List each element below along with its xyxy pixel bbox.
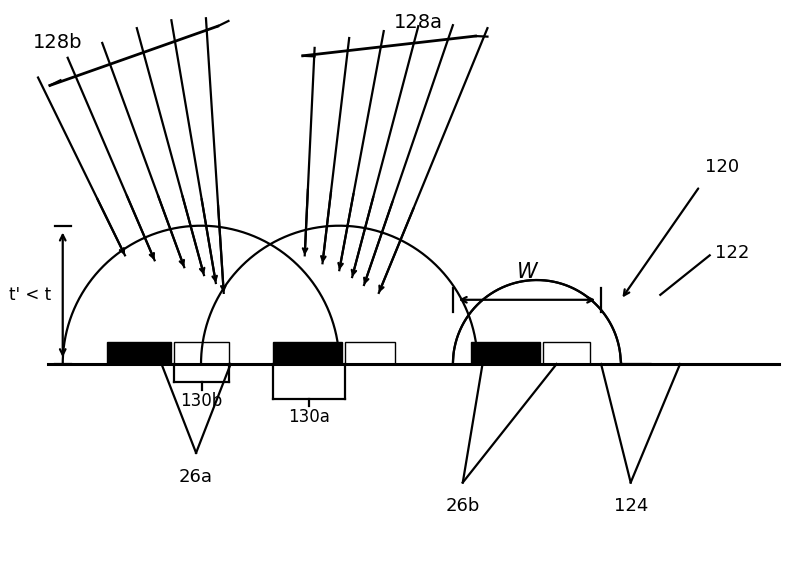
Bar: [542, 342, 590, 364]
Text: 26b: 26b: [446, 497, 480, 515]
Bar: [107, 342, 171, 364]
Text: 122: 122: [714, 244, 749, 262]
Bar: [470, 342, 540, 364]
Text: 124: 124: [614, 497, 648, 515]
Text: 130a: 130a: [288, 408, 330, 427]
Text: 128b: 128b: [33, 33, 82, 52]
Text: 128a: 128a: [394, 14, 442, 32]
Text: 130b: 130b: [180, 392, 222, 410]
Text: t' < t: t' < t: [9, 286, 51, 304]
Bar: [273, 342, 342, 364]
Text: W: W: [517, 262, 538, 282]
Text: 26a: 26a: [179, 468, 213, 486]
Bar: [174, 342, 229, 364]
Text: 120: 120: [705, 158, 739, 176]
Bar: [346, 342, 394, 364]
